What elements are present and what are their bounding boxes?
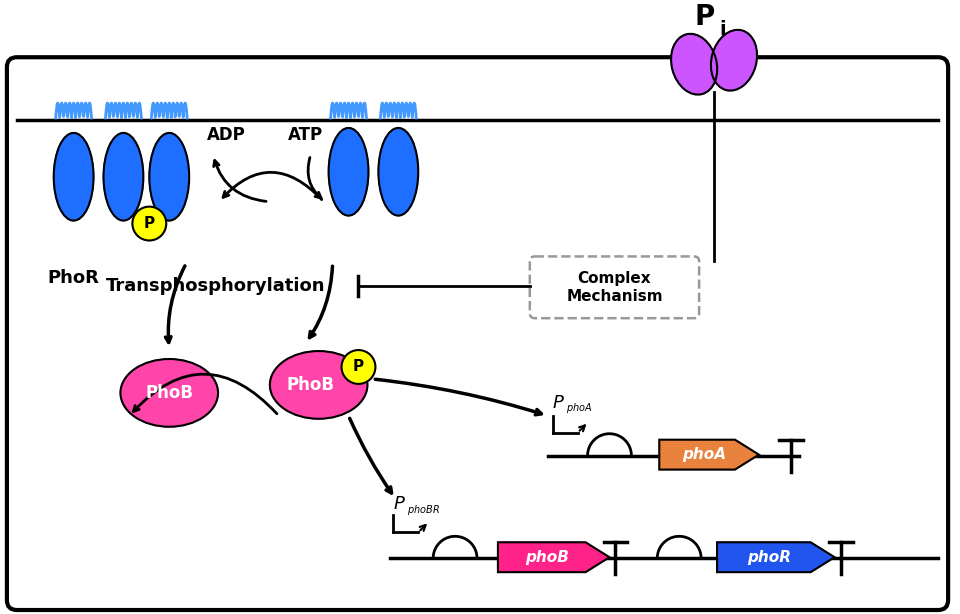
Ellipse shape xyxy=(711,30,757,91)
Text: Complex
Mechanism: Complex Mechanism xyxy=(566,271,662,303)
Text: ADP: ADP xyxy=(206,126,246,144)
Ellipse shape xyxy=(328,128,369,216)
Circle shape xyxy=(342,350,375,384)
Text: $P$: $P$ xyxy=(552,394,564,412)
Text: phoR: phoR xyxy=(747,550,791,565)
Ellipse shape xyxy=(120,359,218,427)
Text: $\mathbf{i}$: $\mathbf{i}$ xyxy=(719,20,726,39)
Ellipse shape xyxy=(671,34,717,95)
Text: P: P xyxy=(144,216,155,231)
Ellipse shape xyxy=(378,128,419,216)
FancyBboxPatch shape xyxy=(7,57,948,610)
Ellipse shape xyxy=(150,133,189,220)
Text: $_{phoBR}$: $_{phoBR}$ xyxy=(407,503,441,518)
Text: $P$: $P$ xyxy=(394,495,406,513)
FancyArrow shape xyxy=(498,542,610,572)
Text: ATP: ATP xyxy=(288,126,324,144)
FancyArrow shape xyxy=(660,440,759,470)
Text: P: P xyxy=(353,359,364,375)
Circle shape xyxy=(132,207,166,241)
Text: Transphosphorylation: Transphosphorylation xyxy=(107,278,325,295)
FancyBboxPatch shape xyxy=(530,257,699,318)
FancyArrow shape xyxy=(717,542,834,572)
Text: $\mathbf{P}$: $\mathbf{P}$ xyxy=(693,4,714,31)
Text: PhoB: PhoB xyxy=(287,376,335,394)
Text: phoB: phoB xyxy=(525,550,569,565)
Ellipse shape xyxy=(270,351,368,419)
Text: $_{phoA}$: $_{phoA}$ xyxy=(565,402,592,416)
Text: phoA: phoA xyxy=(683,447,726,462)
Text: PhoR: PhoR xyxy=(48,270,100,287)
Ellipse shape xyxy=(54,133,93,220)
Ellipse shape xyxy=(104,133,143,220)
Text: PhoB: PhoB xyxy=(145,384,193,402)
